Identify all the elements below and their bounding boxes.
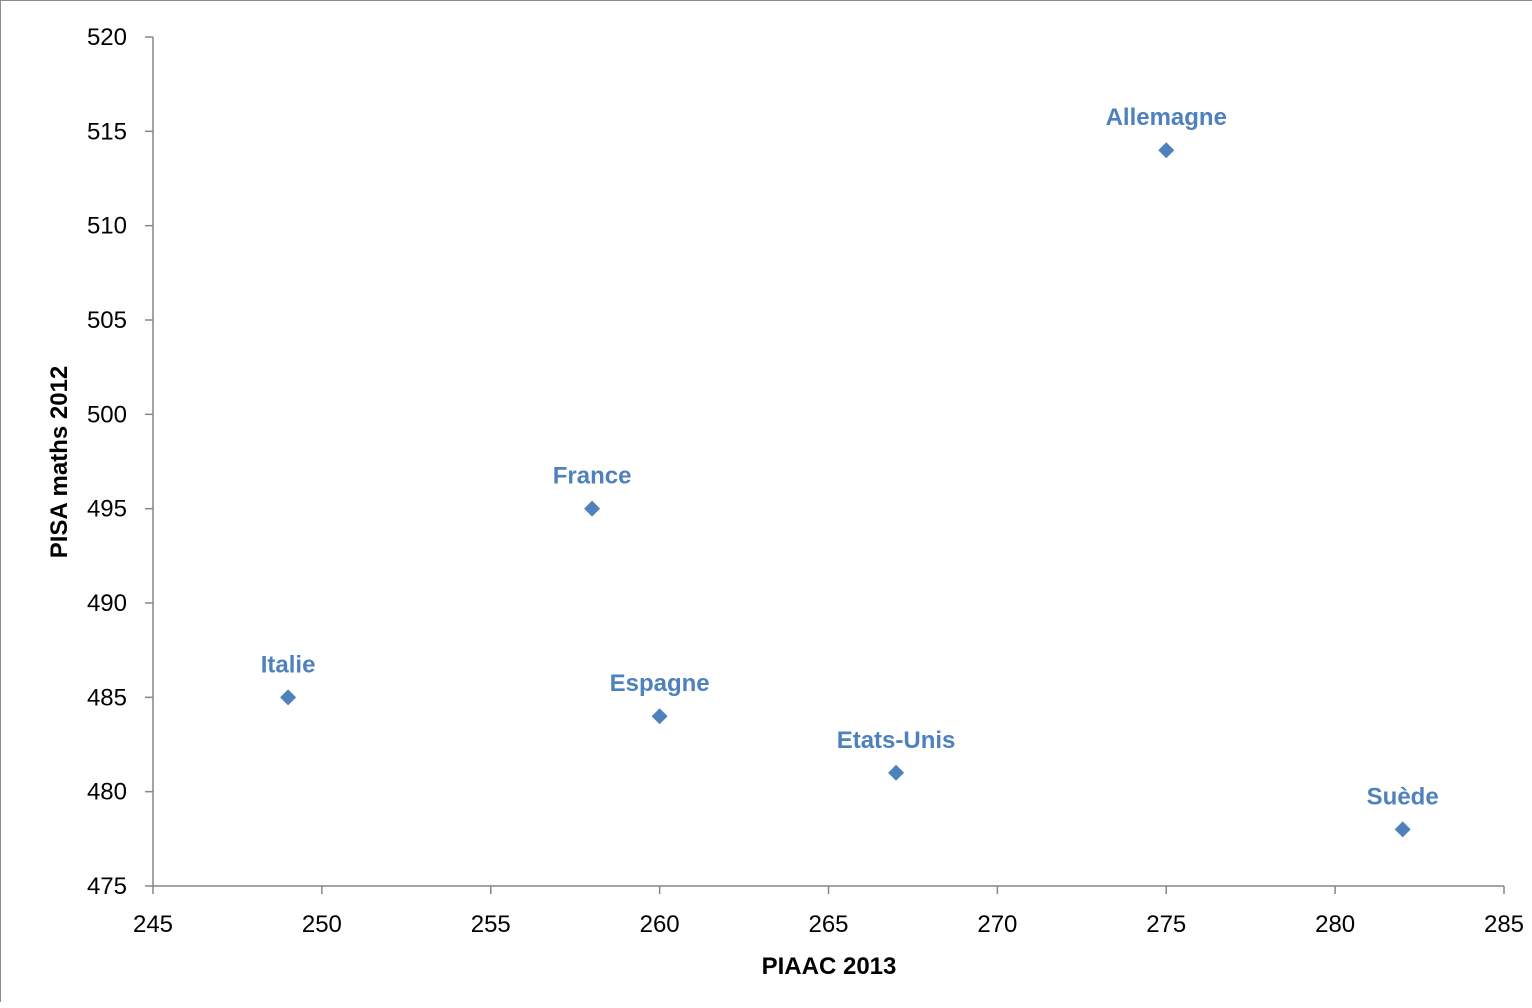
data-point-label: Italie <box>261 651 316 678</box>
y-tick-label: 475 <box>87 873 127 900</box>
axes <box>145 36 1505 894</box>
data-point-label: France <box>553 463 632 490</box>
x-tick-label: 265 <box>808 911 848 938</box>
x-tick-label: 260 <box>640 911 680 938</box>
x-tick-label: 285 <box>1484 911 1524 938</box>
x-tick-label: 250 <box>302 911 342 938</box>
data-point-marker <box>584 500 601 517</box>
y-tick-label: 505 <box>87 307 127 334</box>
x-tick-label: 275 <box>1146 911 1186 938</box>
y-tick-label: 485 <box>87 684 127 711</box>
data-point-label: Suède <box>1367 783 1439 810</box>
y-tick-label: 480 <box>87 779 127 806</box>
data-point-marker <box>1158 142 1175 159</box>
data-points <box>280 142 1411 838</box>
x-tick-label: 245 <box>133 911 173 938</box>
data-labels: Italie France Espagne Etats-Unis Allemagne Su… <box>261 104 1439 810</box>
data-point-marker <box>1394 821 1411 838</box>
x-tick-label: 270 <box>977 911 1017 938</box>
x-tick-label: 280 <box>1315 911 1355 938</box>
data-point-marker <box>651 708 668 725</box>
data-point-label: Etats-Unis <box>837 727 956 754</box>
data-point-marker <box>888 764 905 781</box>
x-axis-title: PIAAC 2013 <box>762 953 897 980</box>
y-tick-label: 495 <box>87 496 127 523</box>
y-axis-title: PISA maths 2012 <box>46 366 73 559</box>
y-tick-label: 500 <box>87 401 127 428</box>
x-tick-label: 255 <box>471 911 511 938</box>
y-tick-label: 515 <box>87 118 127 145</box>
data-point-label: Espagne <box>610 670 710 697</box>
tick-labels: 475 480 485 490 495 500 505 510 515 520 245 250 255 2… <box>87 24 1524 938</box>
y-tick-label: 490 <box>87 590 127 617</box>
y-tick-label: 520 <box>87 24 127 51</box>
y-tick-label: 510 <box>87 213 127 240</box>
data-point-label: Allemagne <box>1106 104 1227 131</box>
data-point-marker <box>280 689 297 706</box>
